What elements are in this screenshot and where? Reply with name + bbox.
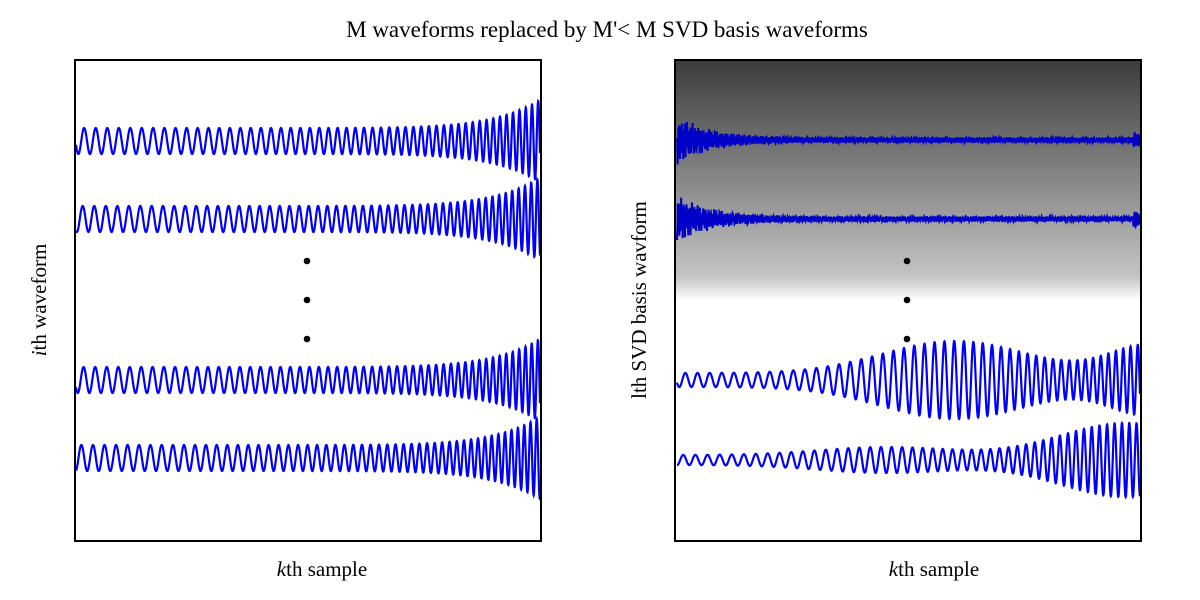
right-panel: kth sample lth SVD basis wavform — [627, 59, 1142, 581]
svd-basis-waveform-4 — [676, 421, 1141, 500]
left-panel: kth sample ith waveform — [27, 59, 542, 581]
svd-basis-waveform-3 — [675, 339, 1141, 421]
left-x-axis-label: kth sample — [277, 557, 367, 581]
waveform-1 — [75, 98, 541, 181]
svd-basis-waveform-1 — [676, 121, 1141, 165]
right-plot-frame — [674, 59, 1142, 542]
left-y-axis-label: ith waveform — [27, 244, 51, 357]
right-ellipsis-dots — [903, 257, 911, 343]
figure-title: M waveforms replaced by M'< M SVD basis … — [346, 17, 868, 42]
right-y-axis-label: lth SVD basis wavform — [627, 201, 651, 399]
waveform-m-minus-1 — [75, 338, 541, 420]
left-ellipsis-dots — [303, 257, 311, 343]
waveform-2 — [75, 176, 541, 259]
svd-basis-waveform-2 — [676, 197, 1141, 241]
right-x-axis-label: kth sample — [889, 557, 979, 581]
left-plot-frame — [74, 59, 542, 542]
waveform-m — [75, 415, 541, 502]
